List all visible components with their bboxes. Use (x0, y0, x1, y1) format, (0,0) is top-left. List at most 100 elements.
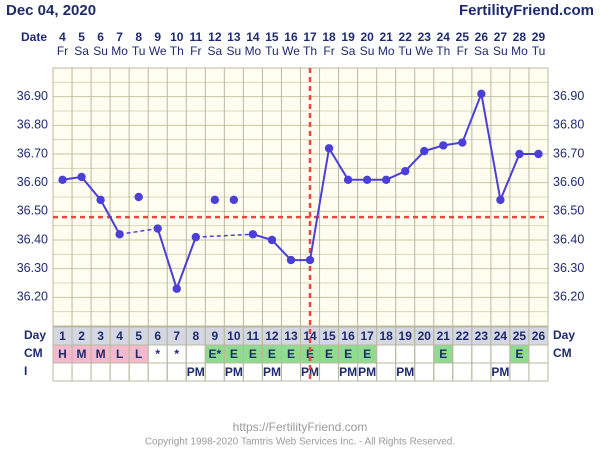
cell-text: PM (263, 365, 281, 379)
date-label: 12 (208, 30, 222, 44)
date-label: 27 (494, 30, 508, 44)
table-cell (452, 362, 473, 382)
weekday-label: Mo (245, 44, 262, 58)
cell-text: 22 (456, 329, 470, 343)
cell-text: 7 (173, 329, 180, 343)
cell-text: H (58, 347, 67, 361)
weekday-label: Su (227, 44, 242, 58)
cell-text: E* (208, 347, 221, 361)
temperature-point (267, 235, 277, 245)
temperature-point (496, 195, 505, 205)
date-label: 23 (418, 30, 432, 44)
weekday-label: Fr (323, 44, 334, 58)
cell-text: PM (301, 365, 319, 379)
temperature-point (229, 195, 239, 205)
table-cell (242, 362, 263, 382)
weekday-label: Sa (474, 44, 489, 58)
y-tick-label: 36.70 (17, 146, 48, 160)
table-cell (166, 362, 187, 382)
footer-copyright: Copyright 1998-2020 Tamtris Web Services… (145, 437, 455, 448)
temperature-point (305, 255, 315, 265)
date-label: 17 (303, 30, 317, 44)
date-label: 11 (189, 30, 202, 44)
table-cell (528, 362, 549, 382)
date-label: 25 (456, 30, 470, 44)
cell-text: E (249, 347, 257, 361)
y-tick-label-right: 36.50 (553, 204, 584, 218)
cell-text: E (439, 347, 447, 361)
table-cell (490, 344, 511, 364)
cell-text: 10 (227, 329, 241, 343)
table-cell (509, 362, 530, 382)
temperature-point (172, 284, 181, 293)
temperature-point (134, 192, 143, 202)
cell-text: 23 (475, 329, 489, 343)
weekday-label: Tu (132, 44, 146, 58)
weekday-label: Mo (378, 44, 395, 58)
cell-text: 11 (247, 329, 260, 343)
date-label: 6 (97, 30, 104, 44)
cell-text: E (515, 347, 523, 361)
table-cell (414, 362, 435, 382)
temperature-point (381, 175, 391, 184)
cell-text: E (268, 347, 276, 361)
temperature-point (401, 167, 410, 176)
row-label: I (24, 364, 27, 378)
table-cell (147, 362, 168, 382)
y-tick-label: 36.90 (17, 89, 48, 103)
temperature-point (191, 232, 200, 242)
y-tick-label-right: 36.30 (553, 261, 584, 275)
temperature-point (286, 255, 296, 265)
cell-text: E (287, 347, 295, 361)
date-label: 10 (170, 30, 184, 44)
date-label: 5 (78, 30, 85, 44)
weekday-label: We (282, 44, 300, 58)
cell-text: 4 (116, 329, 123, 343)
cell-text: PM (491, 365, 509, 379)
table-cell (395, 344, 416, 364)
row-label-right: CM (553, 346, 572, 360)
table-cell (204, 362, 225, 382)
weekday-label: Mo (111, 44, 128, 58)
y-tick-label-right: 36.70 (553, 146, 584, 160)
cell-text: 19 (399, 329, 413, 343)
row-label-right: Day (553, 328, 575, 342)
weekday-label: Tu (398, 44, 412, 58)
row-label: Day (24, 328, 46, 342)
chart-date: Dec 04, 2020 (6, 2, 96, 19)
table-cell (376, 344, 397, 364)
date-label: 9 (154, 30, 161, 44)
temperature-line (252, 90, 539, 262)
y-tick-label: 36.30 (17, 261, 48, 275)
weekday-label: We (415, 44, 433, 58)
gap-connector (195, 233, 253, 238)
weekday-label: Tu (265, 44, 279, 58)
temperature-point (362, 175, 372, 184)
cell-text: 9 (211, 329, 218, 343)
weekday-label: Th (436, 44, 450, 58)
temperature-point (458, 138, 467, 147)
date-label: 29 (532, 30, 546, 44)
date-label: 24 (437, 30, 451, 44)
date-label: 4 (59, 30, 66, 44)
table-cell (376, 362, 397, 382)
cell-text: M (96, 347, 106, 361)
date-label: 13 (227, 30, 241, 44)
weekday-label: Th (170, 44, 184, 58)
temperature-point (248, 230, 258, 239)
cell-text: 13 (284, 329, 298, 343)
weekday-label: Tu (532, 44, 546, 58)
temperature-point (115, 230, 124, 239)
date-label: 19 (341, 30, 355, 44)
cell-text: E (306, 347, 314, 361)
temperature-point (534, 149, 543, 159)
temperature-point (77, 172, 86, 182)
cell-text: PM (225, 365, 243, 379)
cell-text: E (363, 347, 371, 361)
cell-text: 25 (513, 329, 527, 343)
date-label: 15 (265, 30, 279, 44)
cell-text: * (155, 347, 160, 361)
y-tick-label: 36.40 (17, 232, 48, 246)
weekday-label: Th (303, 44, 317, 58)
